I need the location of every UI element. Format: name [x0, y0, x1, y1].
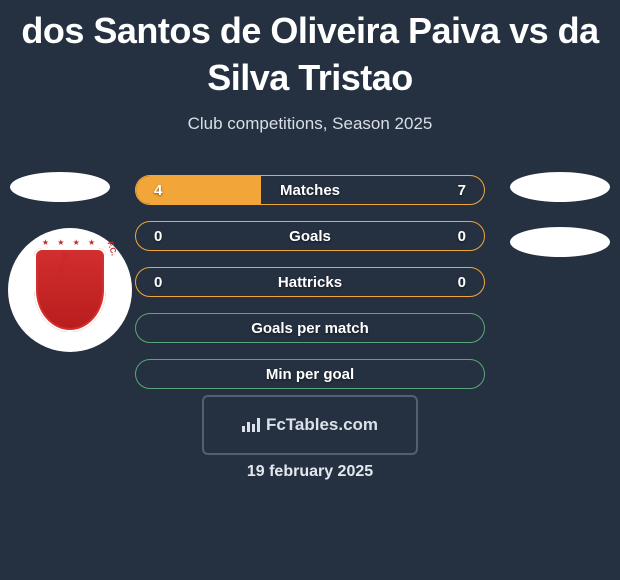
- watermark-text: FcTables.com: [266, 415, 378, 435]
- page-title: dos Santos de Oliveira Paiva vs da Silva…: [0, 0, 620, 102]
- club-right-avatar: [510, 227, 610, 257]
- stat-bars: 4Matches70Goals00Hattricks0Goals per mat…: [135, 175, 485, 405]
- stat-label: Min per goal: [136, 366, 484, 383]
- stat-label: Hattricks: [136, 274, 484, 291]
- stat-right-value: 0: [458, 228, 466, 245]
- stat-bar-min-per-goal: Min per goal: [135, 359, 485, 389]
- stat-bar-hattricks: 0Hattricks0: [135, 267, 485, 297]
- stat-bar-goals-per-match: Goals per match: [135, 313, 485, 343]
- stat-bar-matches: 4Matches7: [135, 175, 485, 205]
- stat-bar-goals: 0Goals0: [135, 221, 485, 251]
- stat-right-value: 0: [458, 274, 466, 291]
- stat-label: Matches: [136, 182, 484, 199]
- player-right-avatar: [510, 172, 610, 202]
- stat-label: Goals: [136, 228, 484, 245]
- chart-icon: [242, 418, 260, 432]
- player-left-avatar: [10, 172, 110, 202]
- stat-right-value: 7: [458, 182, 466, 199]
- club-shield-icon: [34, 248, 106, 332]
- stat-label: Goals per match: [136, 320, 484, 337]
- club-left-badge: ★ ★ ★ ★ VILA NOVA F.C.: [8, 228, 132, 352]
- watermark: FcTables.com: [202, 395, 418, 455]
- subtitle: Club competitions, Season 2025: [0, 114, 620, 134]
- date-text: 19 february 2025: [0, 463, 620, 481]
